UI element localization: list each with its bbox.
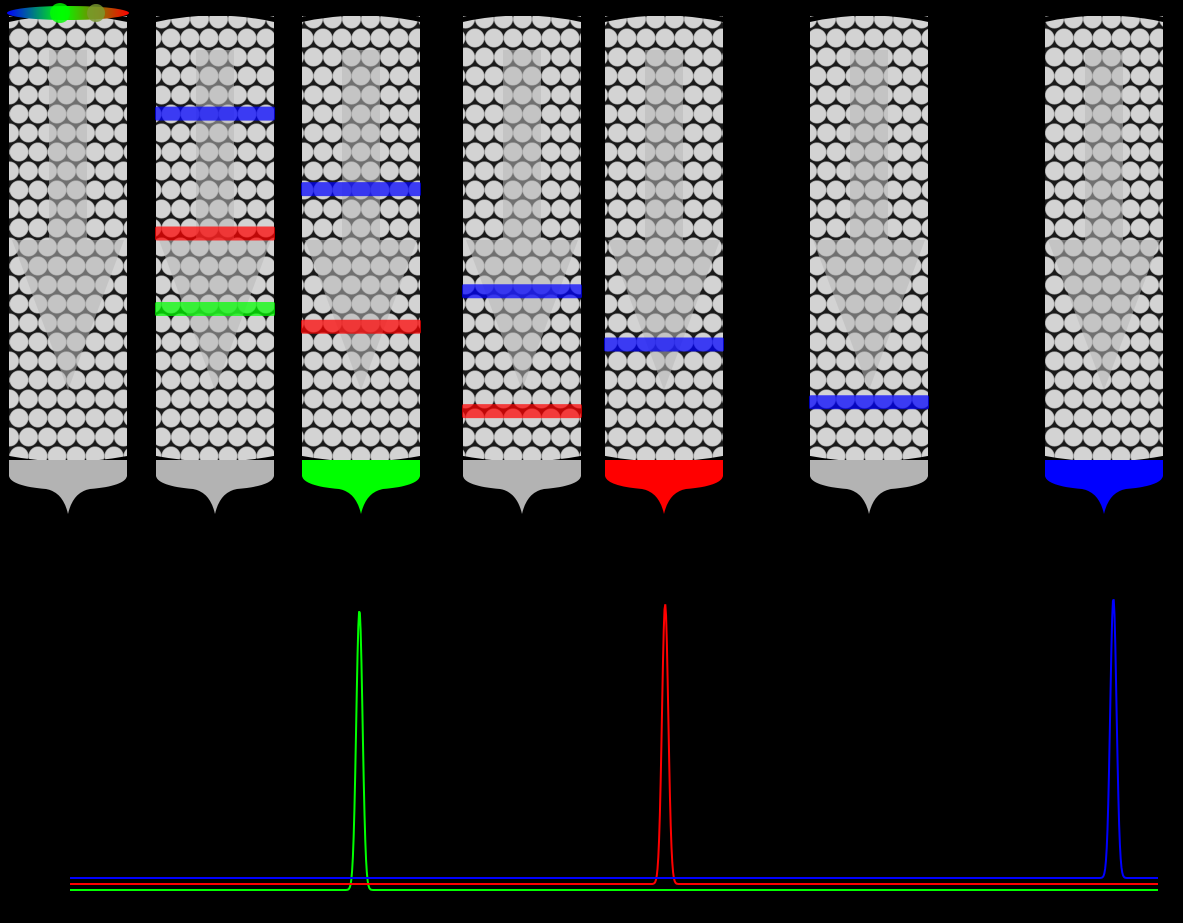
sample-droplet — [50, 3, 70, 23]
green-trace — [70, 610, 1158, 891]
flow-arrow — [813, 50, 925, 390]
column-top-cap — [298, 10, 424, 23]
column-green-eluting — [298, 10, 424, 514]
flow-arrow — [466, 50, 578, 390]
green-band — [155, 302, 275, 317]
red-trace — [70, 604, 1158, 885]
outlet — [463, 460, 581, 514]
outlet — [9, 460, 127, 514]
blue-eluate-outlet — [1045, 460, 1163, 514]
column-sample-loaded — [5, 3, 131, 514]
column-top-cap — [1041, 10, 1167, 23]
sample-droplet — [87, 4, 105, 22]
column-top-cap — [152, 10, 278, 23]
column-red-eluting — [601, 10, 727, 514]
flow-arrow — [1048, 50, 1160, 390]
red-band — [301, 319, 421, 334]
column-top-cap — [459, 10, 585, 23]
flow-arrow — [305, 50, 417, 390]
blue-band — [462, 284, 582, 299]
column-top-cap — [601, 10, 727, 23]
column-top-cap — [806, 10, 932, 23]
blue-band — [809, 395, 929, 410]
blue-band — [604, 337, 724, 352]
flow-arrow — [12, 50, 124, 390]
blue-band — [301, 182, 421, 197]
column-blue-eluting — [1041, 10, 1167, 514]
green-eluate-outlet — [302, 460, 420, 514]
outlet — [810, 460, 928, 514]
flow-arrow — [608, 50, 720, 390]
blue-band — [155, 106, 275, 121]
column-separating — [152, 10, 278, 514]
red-band — [462, 404, 582, 419]
red-eluate-outlet — [605, 460, 723, 514]
red-band — [155, 226, 275, 241]
outlet — [156, 460, 274, 514]
blue-trace — [70, 598, 1158, 879]
columns-panel — [5, 3, 1167, 514]
column-separating-2 — [459, 10, 585, 514]
column-blue-near-outlet — [806, 10, 932, 514]
